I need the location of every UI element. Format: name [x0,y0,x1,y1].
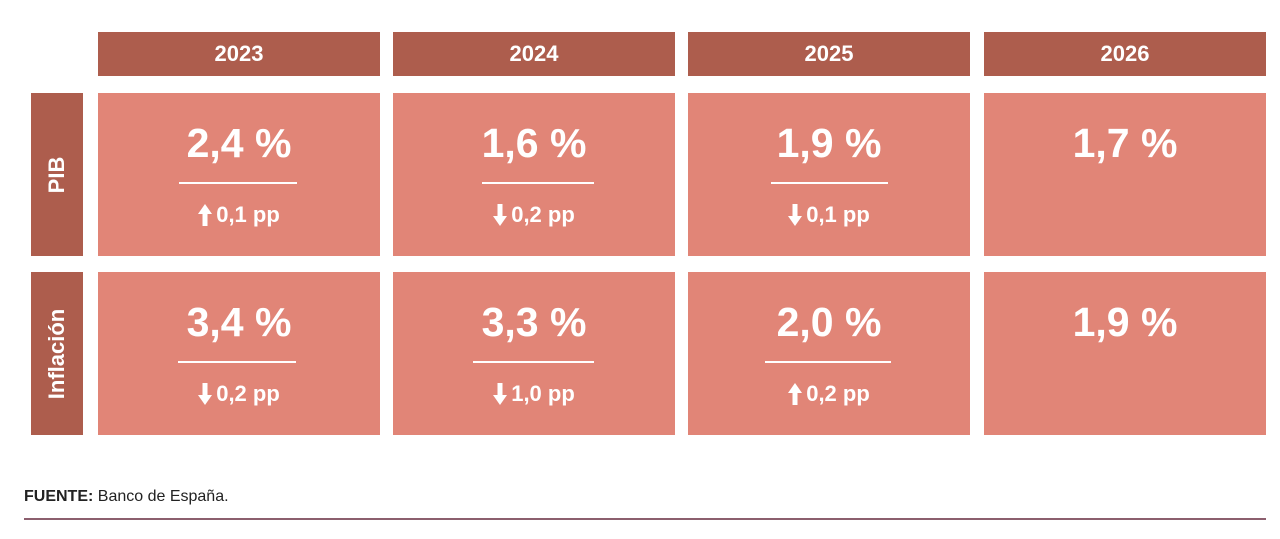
change-text: 0,1 pp [806,202,870,227]
cell-value: 2,4 % [186,120,292,166]
cell-value: 1,9 % [776,120,882,166]
source-note: FUENTE: Banco de España. [24,488,229,506]
arrow-down-icon [493,204,508,226]
arrow-up-icon [788,383,803,405]
cell-divider [482,182,594,184]
change-text: 0,1 pp [216,202,280,227]
arrow-down-icon [788,204,803,226]
cell-pib-2024: 1,6 % 0,2 pp [393,93,675,256]
cell-divider [178,361,296,363]
arrow-down-icon [198,383,213,405]
cell-divider [473,361,594,363]
cell-divider [771,182,888,184]
cell-value: 2,0 % [776,299,882,345]
column-header-2023: 2023 [98,32,380,76]
row-header-inflacion: Inflación [31,272,83,435]
cell-inflacion-2024: 3,3 % 1,0 pp [393,272,675,435]
column-header-2025: 2025 [688,32,970,76]
cell-change: 0,2 pp [98,381,380,407]
change-text: 1,0 pp [511,381,575,406]
cell-inflacion-2023: 3,4 % 0,2 pp [98,272,380,435]
change-text: 0,2 pp [806,381,870,406]
cell-change: 0,2 pp [688,381,970,407]
change-text: 0,2 pp [511,202,575,227]
cell-value: 3,3 % [481,299,587,345]
arrow-up-icon [198,204,213,226]
cell-inflacion-2026: 1,9 % [984,272,1266,435]
cell-change: 1,0 pp [393,381,675,407]
column-header-2024: 2024 [393,32,675,76]
row-label-pib: PIB [44,156,69,193]
cell-change: 0,1 pp [688,202,970,228]
change-text: 0,2 pp [216,381,280,406]
row-header-pib: PIB [31,93,83,256]
cell-pib-2023: 2,4 % 0,1 pp [98,93,380,256]
cell-value: 1,7 % [1072,120,1178,166]
column-header-2026: 2026 [984,32,1266,76]
source-label: FUENTE: [24,488,94,505]
cell-value: 1,6 % [481,120,587,166]
cell-value: 3,4 % [186,299,292,345]
row-label-inflacion: Inflación [44,308,69,399]
bottom-divider [24,518,1266,520]
arrow-down-icon [493,383,508,405]
source-text: Banco de España. [97,488,229,505]
cell-change: 0,2 pp [393,202,675,228]
cell-pib-2026: 1,7 % [984,93,1266,256]
cell-inflacion-2025: 2,0 % 0,2 pp [688,272,970,435]
cell-change: 0,1 pp [98,202,380,228]
cell-value: 1,9 % [1072,299,1178,345]
cell-divider [765,361,891,363]
cell-pib-2025: 1,9 % 0,1 pp [688,93,970,256]
cell-divider [179,182,297,184]
